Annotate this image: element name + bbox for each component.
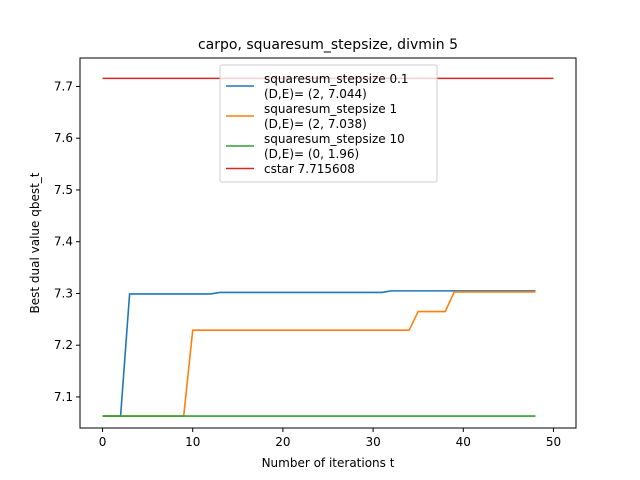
legend-label: (D,E)= (2, 7.044) bbox=[264, 87, 367, 101]
x-tick-label: 0 bbox=[99, 435, 107, 449]
y-tick-label: 7.3 bbox=[54, 286, 73, 300]
y-tick-label: 7.7 bbox=[54, 79, 73, 93]
series-line-1 bbox=[102, 291, 536, 417]
x-tick-label: 50 bbox=[546, 435, 561, 449]
legend-box bbox=[219, 64, 438, 183]
chart-title: carpo, squaresum_stepsize, divmin 5 bbox=[198, 37, 458, 53]
legend-label: squaresum_stepsize 0.1 bbox=[264, 72, 409, 86]
y-tick-label: 7.1 bbox=[54, 390, 73, 404]
y-tick-label: 7.5 bbox=[54, 183, 73, 197]
legend-label: (D,E)= (0, 1.96) bbox=[264, 147, 359, 161]
x-tick-label: 30 bbox=[365, 435, 380, 449]
ticks-layer: 0 10 20 30 40 50 7.1 7.2 7.3 7.4 7.5 7.6 7.7 bbox=[54, 79, 561, 449]
plot-frame bbox=[79, 57, 577, 429]
y-tick-label: 7.6 bbox=[54, 131, 73, 145]
x-axis-label: Number of iterations t bbox=[262, 456, 395, 470]
legend-label: cstar 7.715608 bbox=[264, 162, 355, 176]
legend-label: squaresum_stepsize 10 bbox=[264, 132, 405, 146]
y-axis-label: Best dual value qbest_t bbox=[28, 172, 42, 313]
series-line-0 bbox=[102, 290, 536, 417]
legend-label: (D,E)= (2, 7.038) bbox=[264, 117, 367, 131]
y-tick-label: 7.2 bbox=[54, 338, 73, 352]
legend: squaresum_stepsize 0.1(D,E)= (2, 7.044)s… bbox=[219, 64, 438, 183]
legend-label: squaresum_stepsize 1 bbox=[264, 102, 397, 116]
x-tick-label: 20 bbox=[275, 435, 290, 449]
x-tick-label: 40 bbox=[456, 435, 471, 449]
y-tick-label: 7.4 bbox=[54, 235, 73, 249]
x-tick-label: 10 bbox=[185, 435, 200, 449]
